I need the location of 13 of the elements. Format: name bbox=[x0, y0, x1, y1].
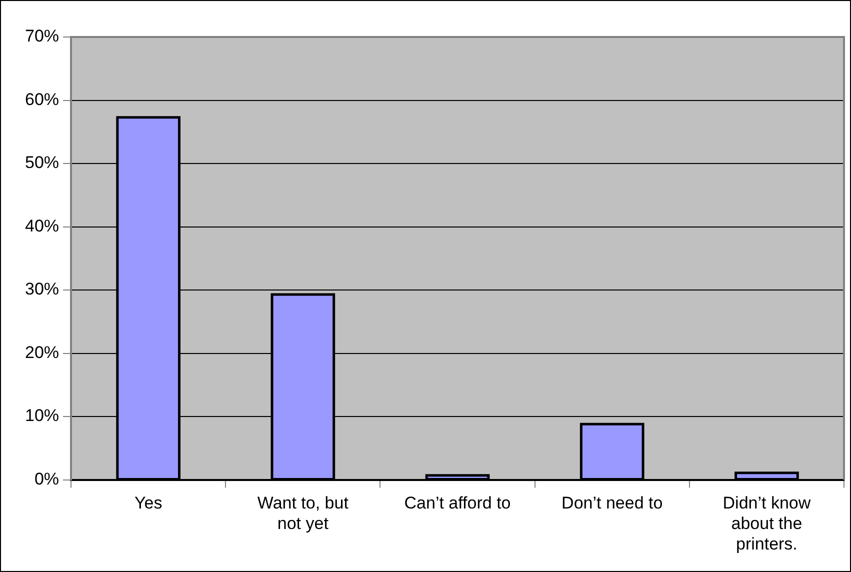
y-tick-label: 50% bbox=[24, 153, 60, 172]
y-tick-label: 30% bbox=[24, 280, 60, 299]
y-tick-label: 40% bbox=[24, 216, 60, 236]
y-tick-label: 0% bbox=[34, 469, 60, 488]
x-tick-label: Want to, but not yet bbox=[257, 494, 349, 534]
y-tick-label: 70% bbox=[24, 26, 60, 46]
y-tick-label: 20% bbox=[24, 342, 60, 362]
y-tick-label: 60% bbox=[24, 90, 60, 109]
x-tick-label: Yes bbox=[134, 494, 162, 513]
x-tick-label: Can’t afford to bbox=[404, 494, 511, 513]
x-tick-label: Don’t need to bbox=[562, 494, 663, 513]
y-tick-label: 10% bbox=[24, 406, 60, 426]
x-tick-label: Didn’t know about the printers. bbox=[722, 494, 812, 554]
